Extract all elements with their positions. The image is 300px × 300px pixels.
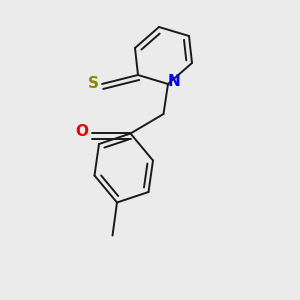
Text: S: S bbox=[88, 76, 98, 92]
Text: O: O bbox=[75, 124, 88, 140]
Text: N: N bbox=[168, 74, 180, 89]
